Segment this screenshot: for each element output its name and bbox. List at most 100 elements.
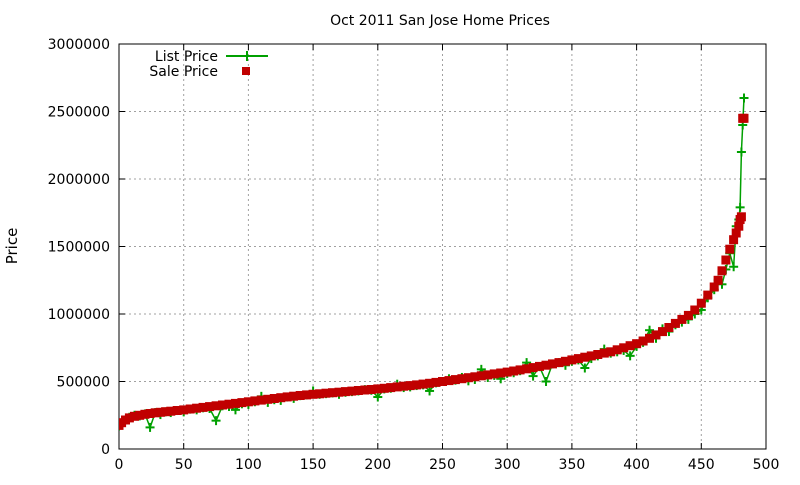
sale-price-point: [166, 406, 176, 416]
sale-price-point: [366, 385, 376, 394]
sale-price-point: [721, 255, 731, 265]
legend-marker-sale-price: [242, 67, 250, 75]
sale-price-point: [328, 388, 337, 398]
x-tick-label: 100: [235, 457, 262, 473]
sale-price-point: [256, 395, 266, 405]
x-tick-label: 350: [559, 457, 586, 473]
sale-price-point: [457, 374, 467, 384]
tick-marks: [118, 43, 767, 450]
sale-price-point: [282, 392, 292, 402]
sale-price-point: [185, 404, 195, 414]
sale-price-point: [632, 339, 642, 349]
x-tick-label: 150: [300, 457, 327, 473]
sale-price-point: [599, 348, 609, 358]
y-tick-label: 0: [101, 442, 110, 458]
sale-price-point: [360, 385, 370, 395]
sale-price-point: [535, 361, 544, 371]
x-tick-label: 400: [623, 457, 650, 473]
sale-price-point: [321, 388, 331, 398]
legend-label-sale-price: Sale Price: [149, 64, 218, 80]
sale-price-point: [198, 402, 208, 412]
list-price-point: [739, 93, 749, 103]
sale-price-point: [483, 370, 493, 380]
sale-price-point: [124, 413, 134, 423]
series-layer: [119, 93, 749, 432]
sale-price-point: [625, 341, 635, 351]
sale-price-point: [150, 408, 160, 418]
sale-price-point: [463, 373, 473, 383]
x-tick-label: 200: [364, 457, 391, 473]
list-price-point: [541, 377, 551, 386]
sale-price-point: [645, 333, 654, 343]
legend: List Price Sale Price: [149, 49, 268, 80]
sale-price-point: [161, 407, 171, 417]
sale-price-point: [515, 365, 525, 375]
sale-price-point: [353, 386, 363, 395]
list-price-point: [528, 371, 538, 381]
list-price-point: [735, 202, 745, 212]
x-tick-label: 300: [494, 457, 521, 473]
sale-price-point: [522, 364, 532, 374]
sale-price-point: [315, 389, 325, 399]
sale-price-point: [145, 409, 155, 418]
sale-price-point: [709, 282, 719, 292]
y-tick-label: 1000000: [48, 307, 110, 323]
sale-price-point: [476, 371, 486, 381]
sale-price-point: [340, 387, 350, 397]
chart-title: Oct 2011 San Jose Home Prices: [330, 13, 550, 29]
y-tick-label: 3000000: [48, 37, 110, 53]
sale-price-point: [192, 403, 202, 413]
sale-price-point: [237, 398, 247, 408]
sale-price-point: [289, 391, 299, 401]
sale-price-point: [658, 327, 667, 337]
sale-price-point: [211, 401, 221, 411]
sale-price-point: [703, 290, 713, 300]
sale-price-point: [140, 409, 150, 419]
sale-price-point: [431, 377, 441, 387]
sale-price-point: [425, 378, 435, 388]
y-tick-label: 1500000: [48, 240, 110, 256]
sale-price-point: [334, 387, 344, 397]
x-tick-label: 250: [429, 457, 456, 473]
sale-price-point: [470, 372, 480, 382]
list-price-point: [145, 422, 155, 432]
sale-price-point: [638, 336, 648, 346]
legend-marker-list-price: [242, 51, 252, 61]
sale-price-point: [725, 244, 735, 254]
sale-price-point: [412, 380, 422, 390]
y-tick-label: 2500000: [48, 105, 110, 121]
sale-price-point: [509, 366, 519, 376]
sale-price-point: [218, 400, 227, 410]
sale-price-point: [489, 369, 499, 379]
sale-price-point: [586, 351, 596, 361]
sale-price-point: [670, 318, 680, 328]
y-tick-labels: 0 500000 1000000 1500000 2000000 2500000 30000…: [48, 37, 110, 458]
sale-price-point: [179, 405, 189, 415]
sale-price-point: [690, 305, 700, 315]
sale-price-point: [155, 407, 165, 417]
sale-price-point: [573, 354, 583, 364]
list-price-point: [736, 147, 746, 157]
list-price-point: [373, 392, 383, 402]
sale-price-point: [295, 391, 305, 400]
list-price-point: [625, 351, 635, 361]
sale-price-point: [683, 310, 693, 320]
sale-price-point: [231, 398, 240, 408]
y-tick-label: 500000: [57, 375, 110, 391]
list-price-point: [580, 363, 590, 373]
sale-price-point: [548, 359, 557, 369]
sale-price-point: [243, 397, 253, 407]
sale-price-point: [567, 355, 577, 365]
sale-price-point: [269, 394, 279, 403]
sale-price-point: [263, 394, 273, 404]
sale-price-point: [418, 379, 428, 389]
sale-price-point: [496, 368, 506, 378]
sale-price-point: [717, 266, 727, 276]
sale-price-point: [713, 275, 723, 285]
sale-price-point: [593, 350, 603, 359]
sale-price-point: [731, 228, 741, 238]
sale-price-point: [135, 410, 145, 420]
sale-price-point: [554, 358, 564, 368]
sale-price-point: [664, 323, 674, 332]
